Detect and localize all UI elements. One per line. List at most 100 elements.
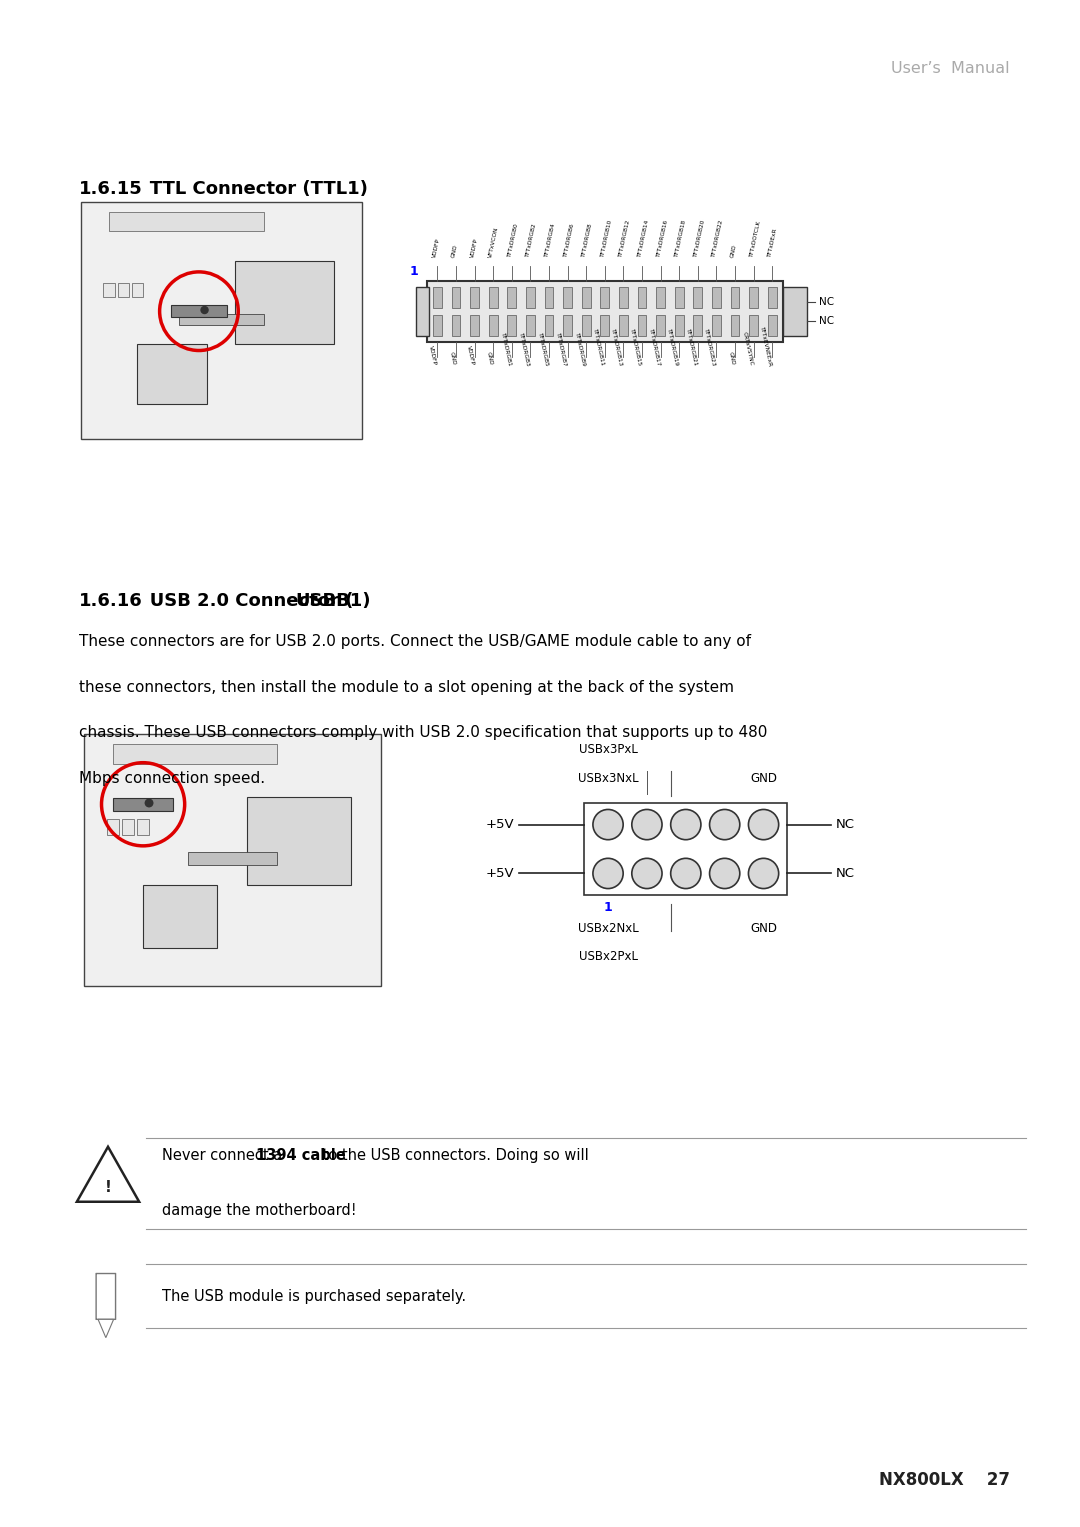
Text: TFTxDRGB12: TFTxDRGB12: [619, 220, 632, 258]
Bar: [137, 344, 207, 403]
Text: GND: GND: [727, 351, 735, 366]
Text: USBB1): USBB1): [296, 592, 372, 611]
Bar: [508, 287, 516, 308]
Circle shape: [201, 305, 208, 315]
Text: TFTxDExR: TFTxDExR: [767, 228, 779, 258]
Bar: [675, 315, 684, 336]
Circle shape: [710, 858, 740, 889]
Circle shape: [710, 809, 740, 840]
Text: GND: GND: [730, 244, 738, 258]
Text: TFTxDRGB15: TFTxDRGB15: [630, 327, 642, 366]
Bar: [470, 287, 478, 308]
Bar: [693, 287, 702, 308]
Text: CRTxVSYNC: CRTxVSYNC: [742, 331, 754, 366]
Text: 1.6.15: 1.6.15: [79, 180, 143, 199]
Bar: [693, 315, 702, 336]
Bar: [750, 287, 758, 308]
Bar: [132, 282, 143, 296]
Bar: [109, 212, 264, 231]
Text: The USB module is purchased separately.: The USB module is purchased separately.: [162, 1289, 467, 1304]
Text: VDDFP: VDDFP: [429, 345, 437, 366]
Circle shape: [632, 858, 662, 889]
Bar: [81, 202, 362, 438]
Bar: [584, 803, 787, 895]
Bar: [712, 315, 720, 336]
Bar: [179, 313, 264, 325]
Bar: [768, 287, 777, 308]
Text: VDDFP: VDDFP: [432, 238, 442, 258]
Text: GND: GND: [451, 244, 459, 258]
Polygon shape: [98, 1319, 113, 1338]
Bar: [637, 287, 646, 308]
Circle shape: [593, 858, 623, 889]
Text: USBx3NxL: USBx3NxL: [578, 773, 638, 785]
Text: TFTxDRGB5: TFTxDRGB5: [537, 331, 549, 366]
Bar: [451, 287, 460, 308]
Text: TFTxDRGB2: TFTxDRGB2: [526, 223, 538, 258]
Circle shape: [145, 799, 153, 808]
Bar: [470, 315, 478, 336]
Text: USBx2PxL: USBx2PxL: [579, 950, 637, 962]
Text: VDDFP: VDDFP: [470, 238, 478, 258]
Bar: [107, 820, 119, 834]
Bar: [247, 797, 351, 886]
FancyBboxPatch shape: [96, 1274, 116, 1319]
Text: NC: NC: [819, 298, 834, 307]
Bar: [619, 315, 627, 336]
Bar: [427, 281, 783, 342]
Text: USBx3PxL: USBx3PxL: [579, 744, 637, 756]
Bar: [104, 282, 114, 296]
Text: GND: GND: [486, 351, 494, 366]
Text: GND: GND: [750, 773, 778, 785]
Bar: [526, 287, 535, 308]
Text: GND: GND: [750, 922, 778, 935]
Text: TFTxDRGB14: TFTxDRGB14: [637, 220, 650, 258]
Bar: [433, 315, 442, 336]
Bar: [113, 799, 173, 811]
Bar: [83, 733, 380, 986]
Text: TFTxDRGB1: TFTxDRGB1: [500, 331, 512, 366]
Text: USBx2NxL: USBx2NxL: [578, 922, 638, 935]
Text: TFTxDRGB17: TFTxDRGB17: [648, 327, 661, 366]
Text: TFTxDRGB13: TFTxDRGB13: [610, 327, 623, 366]
Bar: [451, 315, 460, 336]
Bar: [750, 315, 758, 336]
Text: to the USB connectors. Doing so will: to the USB connectors. Doing so will: [318, 1148, 589, 1164]
Bar: [582, 315, 591, 336]
Text: TFTxEVNEExR: TFTxEVNEExR: [759, 325, 772, 366]
Text: NC: NC: [819, 316, 834, 325]
Text: TFTxDRGB18: TFTxDRGB18: [674, 220, 687, 258]
Bar: [637, 315, 646, 336]
Text: 1: 1: [604, 901, 612, 913]
Text: 1394 cable: 1394 cable: [256, 1148, 346, 1164]
Bar: [143, 886, 217, 948]
Circle shape: [748, 809, 779, 840]
Bar: [657, 287, 665, 308]
Text: !: !: [105, 1179, 111, 1194]
Text: 1: 1: [409, 264, 418, 278]
Bar: [122, 820, 134, 834]
Bar: [489, 315, 498, 336]
Circle shape: [748, 858, 779, 889]
Text: TFTxDRGB23: TFTxDRGB23: [703, 327, 716, 366]
Text: Mbps connection speed.: Mbps connection speed.: [79, 771, 265, 786]
Text: NC: NC: [836, 867, 855, 880]
Text: +5V: +5V: [485, 818, 514, 831]
Text: TFTxDRGB4: TFTxDRGB4: [544, 223, 556, 258]
Bar: [600, 287, 609, 308]
Text: These connectors are for USB 2.0 ports. Connect the USB/GAME module cable to any: These connectors are for USB 2.0 ports. …: [79, 634, 751, 649]
Bar: [783, 287, 807, 336]
Bar: [564, 287, 572, 308]
Bar: [731, 287, 740, 308]
Text: TFTxDRGB11: TFTxDRGB11: [592, 327, 605, 366]
Text: these connectors, then install the module to a slot opening at the back of the s: these connectors, then install the modul…: [79, 680, 733, 695]
Text: +5V: +5V: [485, 867, 514, 880]
Text: TFTxDRGB20: TFTxDRGB20: [693, 220, 706, 258]
Text: NC: NC: [836, 818, 855, 831]
Polygon shape: [77, 1147, 139, 1202]
Text: NX800LX    27: NX800LX 27: [879, 1471, 1010, 1489]
Bar: [544, 287, 553, 308]
Text: TFTxDRGB21: TFTxDRGB21: [685, 327, 698, 366]
Circle shape: [632, 809, 662, 840]
Text: TFTxDRGB22: TFTxDRGB22: [712, 220, 725, 258]
